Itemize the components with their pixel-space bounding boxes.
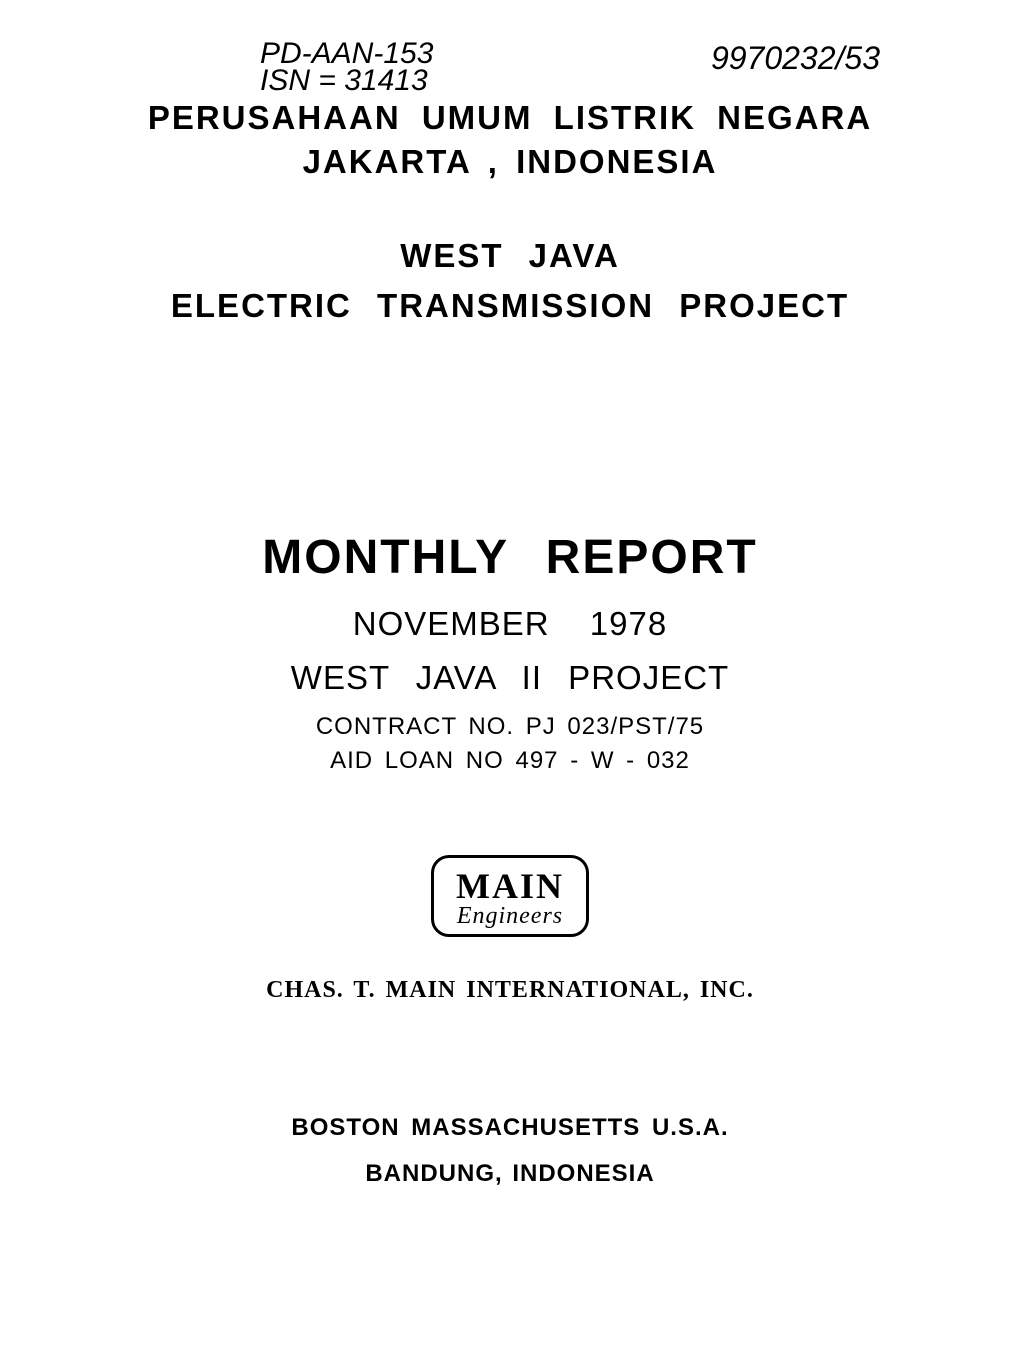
project-header: WEST JAVA ELECTRIC TRANSMISSION PROJECT: [60, 231, 960, 330]
project-header-line2: ELECTRIC TRANSMISSION PROJECT: [60, 281, 960, 331]
annotation-right: 9970232/53: [711, 40, 910, 94]
annotation-left-line2: ISN = 31413: [260, 67, 433, 94]
annotation-left: PD-AAN-153 ISN = 31413: [260, 40, 433, 94]
report-title: MONTHLY REPORT: [60, 530, 960, 585]
logo-container: MAIN Engineers: [60, 855, 960, 937]
loan-number: AID LOAN NO 497 - W - 032: [60, 747, 960, 775]
logo-sub-text: Engineers: [456, 904, 564, 928]
organization-header: PERUSAHAAN UMUM LISTRIK NEGARA JAKARTA ,…: [60, 99, 960, 181]
annotation-left-line1: PD-AAN-153: [260, 40, 433, 67]
project-header-line1: WEST JAVA: [60, 231, 960, 281]
org-name: PERUSAHAAN UMUM LISTRIK NEGARA: [60, 99, 960, 137]
location-usa: BOSTON MASSACHUSETTS U.S.A.: [60, 1114, 960, 1142]
handwritten-annotations: PD-AAN-153 ISN = 31413 9970232/53: [60, 40, 960, 94]
location-indonesia: BANDUNG, INDONESIA: [60, 1160, 960, 1188]
contract-number: CONTRACT NO. PJ 023/PST/75: [60, 713, 960, 741]
org-location: JAKARTA , INDONESIA: [60, 143, 960, 181]
project-name: WEST JAVA II PROJECT: [60, 659, 960, 697]
report-date: NOVEMBER 1978: [60, 605, 960, 643]
company-logo: MAIN Engineers: [431, 855, 589, 937]
logo-main-text: MAIN: [456, 868, 564, 904]
company-name: CHAS. T. MAIN INTERNATIONAL, INC.: [60, 977, 960, 1004]
